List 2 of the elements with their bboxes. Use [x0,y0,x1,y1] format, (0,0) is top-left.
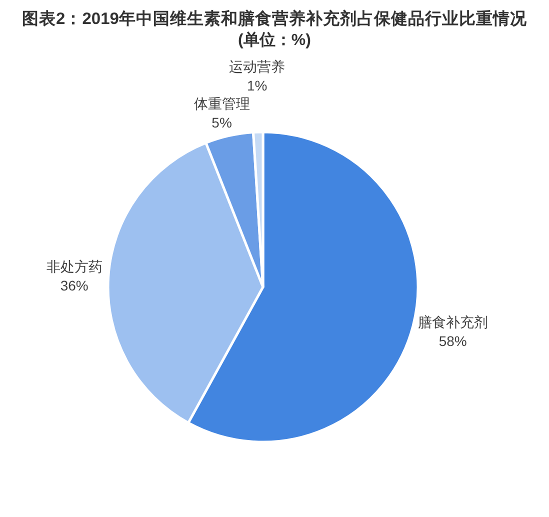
title: 图表2：2019年中国维生素和膳食营养补充剂占保健品行业比重情况 [22,10,527,28]
subtitle: (单位：%) [238,32,311,49]
